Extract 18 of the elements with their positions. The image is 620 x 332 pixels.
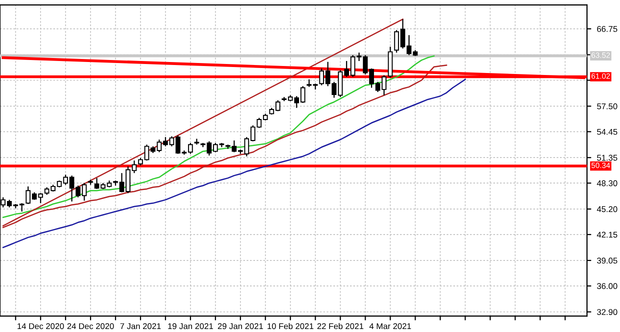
y-tick-label: 39.05 xyxy=(597,258,618,264)
x-tick-label: 4 Mar 2021 xyxy=(369,323,411,330)
x-tick-label: 14 Dec 2020 xyxy=(18,323,64,330)
x-tick-label: 29 Jan 2021 xyxy=(218,323,263,330)
y-tick-label: 48.30 xyxy=(596,180,618,186)
x-tick-label: 22 Feb 2021 xyxy=(317,323,364,330)
y-tick-label: 57.50 xyxy=(597,103,618,110)
x-tick-label: 19 Jan 2021 xyxy=(168,323,213,330)
y-tick-label: 32.90 xyxy=(597,309,618,315)
y-tick-label: 36.00 xyxy=(597,283,618,290)
y-tick-label: 51.35 xyxy=(597,154,618,161)
y-tick-label: 42.15 xyxy=(596,232,618,238)
x-tick-label: 7 Jan 2021 xyxy=(120,323,161,330)
y-tick-label: 54.45 xyxy=(597,128,618,135)
x-tick-label: 10 Feb 2021 xyxy=(268,323,314,330)
x-tick-label: 24 Dec 2020 xyxy=(67,323,114,330)
y-tick-label: 66.75 xyxy=(597,26,618,32)
y-tick-label: 45.20 xyxy=(596,206,618,212)
